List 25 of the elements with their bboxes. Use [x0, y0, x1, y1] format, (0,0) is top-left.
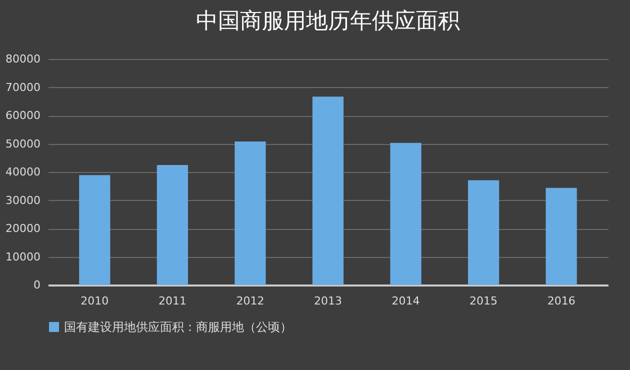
x-tick-label: 2013 — [314, 294, 342, 308]
bar — [234, 141, 266, 285]
bar — [312, 96, 344, 285]
chart-title: 中国商服用地历年供应面积 — [196, 9, 460, 34]
y-tick-label: 50000 — [6, 137, 40, 150]
y-tick-label: 40000 — [6, 166, 40, 178]
legend-label: 国有建设用地供应面积：商服用地（公顷） — [64, 320, 292, 334]
x-tick-label: 2016 — [547, 294, 576, 308]
y-tick-label: 20000 — [6, 222, 40, 235]
x-tick-label: 2012 — [236, 294, 264, 308]
y-tick-label: 0 — [34, 278, 40, 292]
x-tick-label: 2010 — [80, 294, 109, 308]
y-tick-label: 30000 — [6, 194, 40, 207]
bar — [79, 175, 110, 285]
y-tick-label: 60000 — [6, 109, 40, 122]
y-tick-label: 80000 — [6, 52, 40, 66]
bar — [390, 142, 422, 285]
x-tick-label: 2014 — [392, 294, 420, 308]
bar — [468, 180, 500, 285]
bar — [546, 188, 577, 285]
x-tick-label: 2015 — [470, 294, 498, 308]
x-tick-label: 2011 — [158, 294, 186, 308]
y-tick-label: 10000 — [6, 250, 40, 264]
y-tick-label: 70000 — [6, 80, 40, 94]
bar — [156, 164, 188, 285]
